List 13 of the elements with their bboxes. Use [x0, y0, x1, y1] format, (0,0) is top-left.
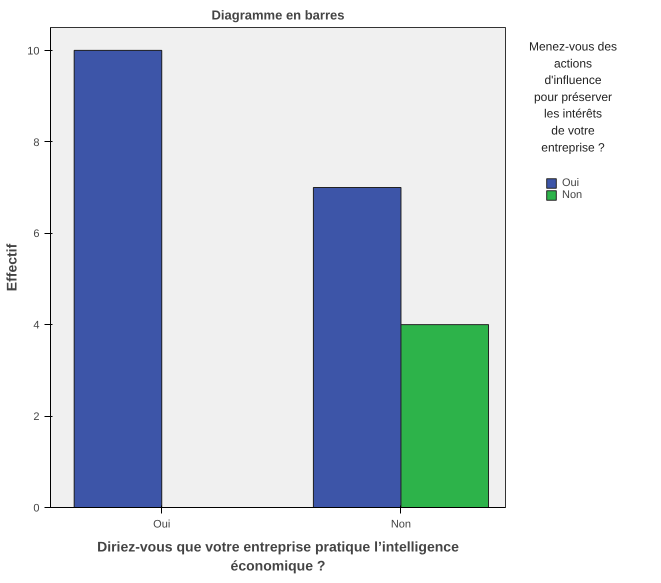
legend-title: Menez-vous des actions d'influence pour préserver les intérêts de votre entreprise ? [528, 40, 618, 154]
y-tick-label: 0 [33, 502, 40, 514]
x-axis-title: Diriez-vous que votre entreprise pratique l’intelligence économique ? [97, 538, 460, 574]
y-axis-title: Effectif [3, 243, 20, 292]
legend-label: Oui [562, 177, 580, 189]
chart-title: Diagramme en barres [212, 8, 344, 22]
y-tick-label: 6 [33, 228, 40, 240]
y-tick-label: 4 [33, 320, 40, 332]
y-tick-label: 10 [27, 45, 40, 58]
bar [74, 50, 162, 508]
y-tick-label: 2 [33, 411, 40, 424]
legend-label: Non [562, 189, 582, 201]
y-tick-label: 8 [33, 136, 40, 149]
